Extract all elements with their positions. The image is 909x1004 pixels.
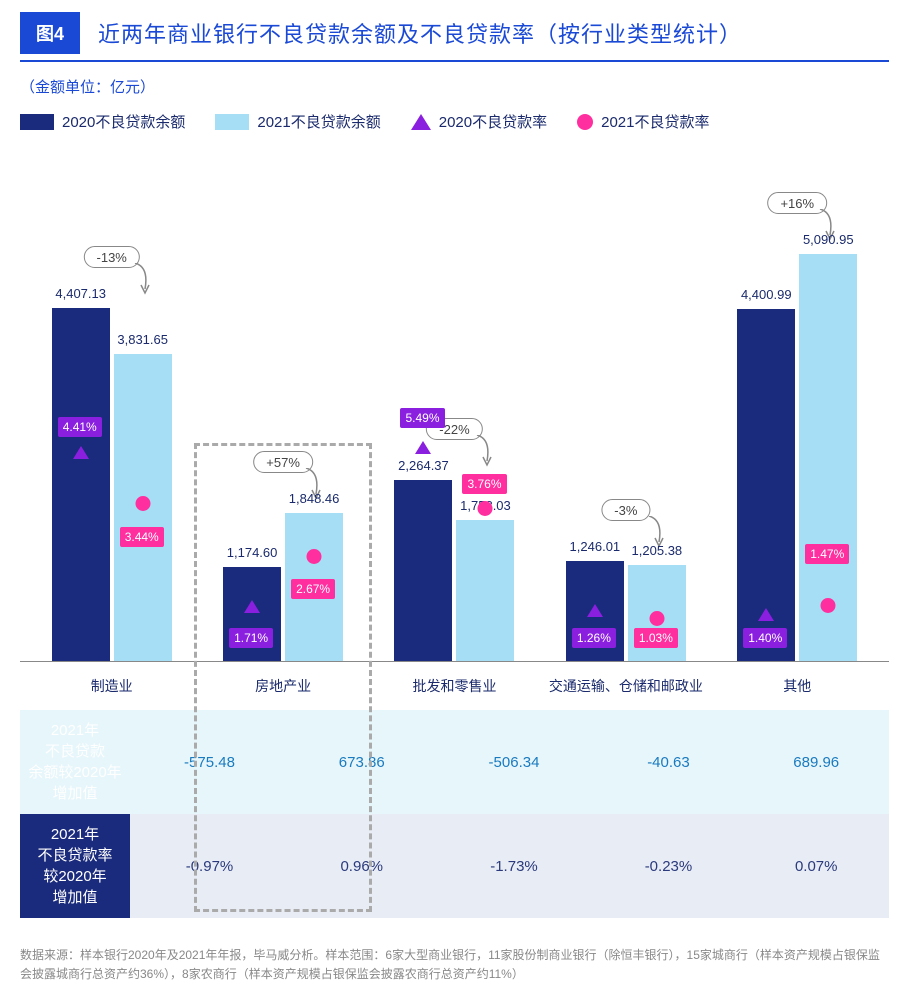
bar-group: -3%1,246.011.26%1,205.381.03% — [547, 561, 705, 661]
bar-value-label: 1,205.38 — [632, 543, 683, 558]
table-row-header: 2021年不良贷款率较2020年增加值 — [20, 814, 130, 918]
legend-rate2020: 2020不良贷款率 — [411, 111, 547, 132]
table-cell: -1.73% — [435, 814, 594, 918]
legend-rate2021: 2021不良贷款率 — [577, 111, 709, 132]
rate-2021-marker-icon — [821, 598, 836, 613]
x-axis-label: 批发和零售业 — [375, 676, 533, 696]
legend-label: 2021不良贷款率 — [601, 111, 709, 132]
unit-label: （金额单位：亿元） — [20, 76, 889, 97]
bar-value-label: 5,090.95 — [803, 232, 854, 247]
bar-group: -22%2,264.375.49%1,758.033.76% — [375, 480, 533, 661]
table-row-header: 2021年不良贷款余额较2020年增加值 — [20, 710, 130, 814]
legend-circle-icon — [577, 114, 593, 130]
bar-2021: 5,090.951.47% — [799, 254, 857, 661]
bar-value-label: 1,758.03 — [460, 498, 511, 653]
table-cell: 0.96% — [289, 814, 435, 918]
bar-value-label: 2,264.37 — [398, 458, 449, 473]
x-axis-label: 其他 — [718, 676, 876, 696]
legend-bar2021: 2021不良贷款余额 — [215, 111, 380, 132]
rate-2021-marker-icon — [649, 611, 664, 626]
table-cell: -506.34 — [435, 710, 594, 814]
rate-2020-label: 1.40% — [743, 628, 787, 648]
rate-2021-label: 1.03% — [634, 628, 678, 648]
bar-2020: 1,174.601.71% — [223, 567, 281, 661]
bar-2021: 1,758.033.76% — [456, 520, 514, 661]
rate-2020-label: 1.26% — [572, 628, 616, 648]
rate-2020-label: 4.41% — [58, 417, 102, 437]
change-bubble: -3% — [601, 499, 650, 521]
bar-2020: 1,246.011.26% — [566, 561, 624, 661]
chart-area: -13%4,407.134.41%3,831.653.44%+57%1,174.… — [20, 162, 889, 662]
rate-2021-marker-icon — [307, 549, 322, 564]
rate-2020-label: 1.71% — [229, 628, 273, 648]
table-cell: -40.63 — [593, 710, 743, 814]
table-cell: -0.23% — [593, 814, 743, 918]
bar-value-label: 1,848.46 — [289, 491, 340, 506]
x-axis-label: 制造业 — [33, 676, 191, 696]
rate-2021-label: 3.44% — [120, 527, 164, 547]
rate-2021-marker-icon — [478, 501, 493, 516]
table-cell: 689.96 — [743, 710, 889, 814]
rate-2020-marker-icon — [587, 604, 603, 617]
table-cell: -0.97% — [130, 814, 289, 918]
legend-swatch-2021bar — [215, 114, 249, 130]
x-axis-labels: 制造业房地产业批发和零售业交通运输、仓储和邮政业其他 — [20, 668, 889, 710]
legend-triangle-icon — [411, 114, 431, 130]
chart-title: 近两年商业银行不良贷款余额及不良贷款率（按行业类型统计） — [98, 17, 742, 49]
arrow-down-icon — [473, 435, 495, 474]
bar-2021: 3,831.653.44% — [114, 354, 172, 661]
table-cell: 673.86 — [289, 710, 435, 814]
bar-2021: 1,205.381.03% — [628, 565, 686, 661]
bar-value-label: 1,246.01 — [570, 539, 621, 554]
legend: 2020不良贷款余额 2021不良贷款余额 2020不良贷款率 2021不良贷款… — [20, 111, 889, 132]
x-axis-label: 房地产业 — [204, 676, 362, 696]
bar-2021: 1,848.462.67% — [285, 513, 343, 661]
bar-2020: 2,264.375.49% — [394, 480, 452, 661]
table-cell: -575.48 — [130, 710, 289, 814]
rate-2021-label: 1.47% — [805, 544, 849, 564]
legend-bar2020: 2020不良贷款余额 — [20, 111, 185, 132]
footnote: 数据来源：样本银行2020年及2021年年报，毕马威分析。样本范围：6家大型商业… — [20, 946, 889, 984]
x-axis-label: 交通运输、仓储和邮政业 — [547, 676, 705, 696]
bar-2020: 4,407.134.41% — [52, 308, 110, 661]
bar-group: -13%4,407.134.41%3,831.653.44% — [33, 308, 191, 661]
legend-label: 2021不良贷款余额 — [257, 111, 380, 132]
legend-label: 2020不良贷款余额 — [62, 111, 185, 132]
table-cell: 0.07% — [743, 814, 889, 918]
rate-2020-marker-icon — [73, 446, 89, 459]
rate-2020-label: 5.49% — [400, 408, 444, 428]
rate-2020-marker-icon — [244, 600, 260, 613]
data-table: 2021年不良贷款余额较2020年增加值 -575.48673.86-506.3… — [20, 710, 889, 918]
rate-2020-marker-icon — [758, 608, 774, 621]
legend-swatch-2020bar — [20, 114, 54, 130]
bar-value-label: 1,174.60 — [227, 545, 278, 560]
rate-2021-label: 2.67% — [291, 579, 335, 599]
arrow-down-icon — [131, 263, 153, 302]
rate-2020-marker-icon — [415, 441, 431, 454]
bar-value-label: 4,407.13 — [55, 286, 106, 301]
rate-2021-marker-icon — [135, 496, 150, 511]
bar-group: +57%1,174.601.71%1,848.462.67% — [204, 513, 362, 661]
figure-badge: 图4 — [20, 12, 80, 54]
bar-value-label: 4,400.99 — [741, 287, 792, 302]
bar-value-label: 3,831.65 — [117, 332, 168, 347]
legend-label: 2020不良贷款率 — [439, 111, 547, 132]
bar-2020: 4,400.991.40% — [737, 309, 795, 661]
rate-2021-label: 3.76% — [462, 474, 506, 494]
title-underline — [20, 60, 889, 62]
bar-group: +16%4,400.991.40%5,090.951.47% — [718, 254, 876, 661]
